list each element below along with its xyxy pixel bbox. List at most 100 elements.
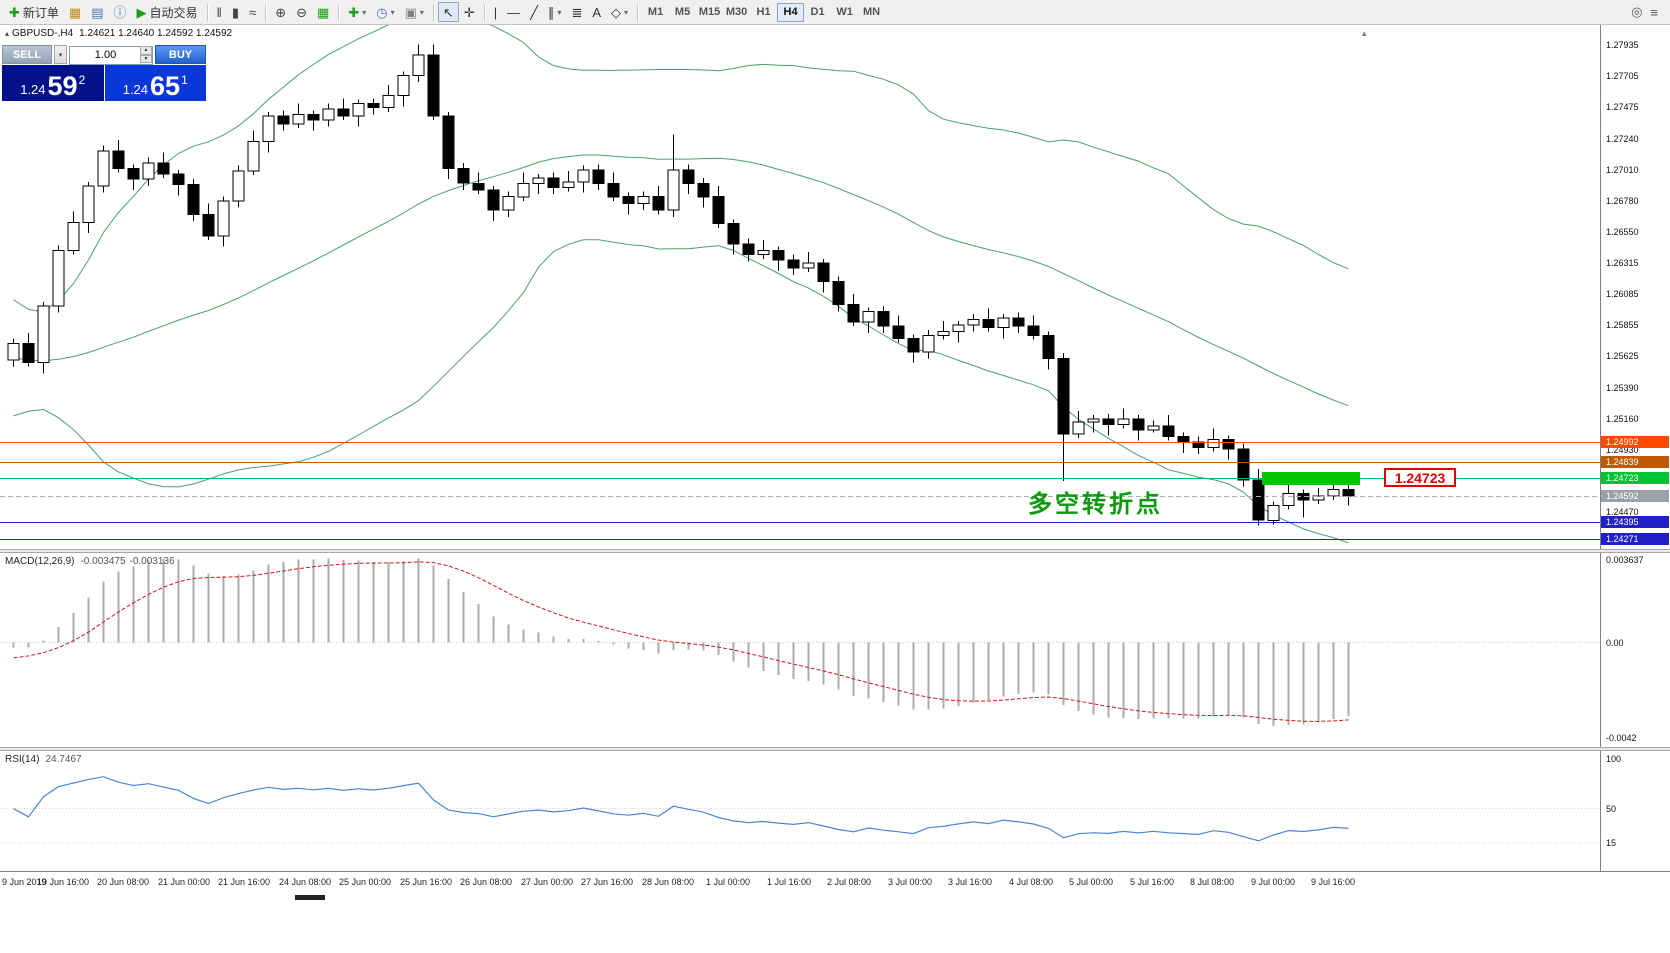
volume-input[interactable] [69,45,153,65]
volume-down-button[interactable]: ▼ [140,54,152,63]
market-watch-button[interactable]: ▤ [86,2,108,22]
price-level-label[interactable]: 1.24723 [1384,468,1456,487]
search-symbols-icon[interactable]: ◎ [1631,4,1643,19]
rsi-label: RSI(14) 24.7467 [5,754,82,765]
time-axis-label: 26 Jun 08:00 [459,877,513,887]
autotrading-button[interactable]: ▶ 自动交易 [132,2,203,22]
toolbar-separator [206,3,208,21]
charts-button[interactable]: ▦ [64,2,86,22]
macd-title: MACD(12,26,9) [5,556,75,567]
scroll-marker-icon[interactable]: ▴ [1362,28,1367,38]
timeframe-m1-button[interactable]: M1 [642,3,669,22]
macd-chart-svg[interactable] [0,553,1600,747]
bar-chart-button[interactable]: ‖ [212,2,227,22]
time-axis-label: 21 Jun 16:00 [217,877,271,887]
horizontal-scrollbar-thumb[interactable] [295,895,325,900]
timeframe-d1-button[interactable]: D1 [804,3,831,22]
vertical-line-button[interactable]: | [489,2,502,22]
crosshair-button[interactable]: ✛ [459,2,480,22]
candlestick-chart-button[interactable]: ▮ [227,2,244,22]
timeframe-m15-button[interactable]: M15 [696,3,723,22]
quick-menu-icon[interactable]: ≡ [1650,4,1658,20]
horizontal-line-button[interactable]: — [502,2,525,22]
price-axis-label: 1.26085 [1606,289,1639,299]
price-axis[interactable]: 1.27935 1.27705 1.27475 1.27240 1.27010 1.267… [1600,25,1670,549]
rsi-chart-svg[interactable] [0,751,1600,871]
time-axis-label: 20 Jun 08:00 [96,877,150,887]
toolbar-separator [338,3,340,21]
fibonacci-button[interactable]: ≣ [566,2,587,22]
indicators-button[interactable]: ✚ ▾ [343,2,371,22]
price-axis-label: 1.25390 [1606,383,1639,393]
time-axis-label: 25 Jun 00:00 [338,877,392,887]
sell-price-panel[interactable]: 1.24 59 2 [2,65,104,101]
cursor-button[interactable]: ↖ [437,2,459,22]
time-axis-label: 24 Jun 08:00 [278,877,332,887]
main-toolbar: ✚ 新订单 ▦ ▤ ⓘ ▶ 自动交易 ‖ ▮ ≈ ⊕ ⊖ ▦ ✚ ▾ ◷ ▾ ▣ ▾ ↖ ✛ | — ╱ ∥ ▾ ≣ A ◇ ▾ M1 M5 M… [0,0,1670,25]
time-axis-label: 3 Jul 00:00 [887,877,933,887]
price-axis-badge: 1.24592 [1601,490,1669,502]
new-order-icon: ✚ [9,4,20,20]
time-axis-label: 3 Jul 16:00 [947,877,993,887]
bottom-scroll-area [0,892,1670,953]
symbol-marker-icon: ▴ [5,29,10,38]
zoom-in-icon: ⊕ [275,4,287,20]
zoom-out-button[interactable]: ⊖ [291,2,312,22]
volume-up-button[interactable]: ▲ [140,46,152,55]
buy-price-panel[interactable]: 1.24 65 1 [104,65,206,101]
time-axis-label: 5 Jul 16:00 [1129,877,1175,887]
rsi-panel[interactable]: RSI(14) 24.7467 [0,751,1600,871]
volume-preset-dropdown[interactable]: ▾ [54,45,67,64]
macd-axis-label: 0.003637 [1606,555,1644,565]
panel-splitter[interactable] [0,549,1670,553]
price-axis-badge: 1.24723 [1601,472,1669,484]
timeframe-m30-button[interactable]: M30 [723,3,750,22]
price-axis-label: 1.26780 [1606,196,1639,206]
crosshair-icon: ✛ [463,4,475,20]
timeframe-w1-button[interactable]: W1 [831,3,858,22]
periods-button[interactable]: ◷ ▾ [371,2,399,22]
time-axis-label: 9 Jul 16:00 [1310,877,1356,887]
buy-button[interactable]: BUY [155,45,206,64]
sell-price-prefix: 1.24 [20,82,46,98]
channel-button[interactable]: ∥ ▾ [543,2,567,22]
time-axis-label: 5 Jul 00:00 [1068,877,1114,887]
toolbar-separator [637,3,639,21]
templates-button[interactable]: ▣ ▾ [400,2,429,22]
candlestick-chart-svg[interactable] [0,25,1600,549]
line-chart-button[interactable]: ≈ [244,2,261,22]
volume-field-wrap: ▲ ▼ [69,45,153,65]
macd-signal-value: -0.003136 [129,556,175,567]
price-axis-badge: 1.24839 [1601,456,1669,468]
zoom-in-button[interactable]: ⊕ [270,2,291,22]
time-axis-label: 9 Jul 00:00 [1250,877,1296,887]
timeframe-h1-button[interactable]: H1 [750,3,777,22]
periods-icon: ◷ [376,4,388,20]
buy-price-prefix: 1.24 [122,82,149,98]
market-watch-icon: ▤ [91,4,104,20]
price-axis-badge: 1.24395 [1601,516,1669,528]
buy-price-point: 1 [181,73,188,87]
trendline-button[interactable]: ╱ [525,2,543,22]
panel-splitter[interactable] [0,747,1670,751]
macd-panel[interactable]: MACD(12,26,9) -0.003475 -0.003136 [0,553,1600,747]
new-order-button[interactable]: ✚ 新订单 [4,2,64,22]
sell-button[interactable]: SELL [2,45,52,64]
price-chart-panel[interactable]: ▴ GBPUSD-,H4 1.24621 1.24640 1.24592 1.245… [0,25,1600,549]
rsi-title: RSI(14) [5,754,40,765]
chart-annotation-text[interactable]: 多空转折点 [1028,491,1163,518]
price-axis-label: 1.27705 [1606,71,1639,81]
time-axis[interactable]: 9 Jun 2019 19 Jun 16:00 20 Jun 08:00 21 Jun… [0,871,1670,892]
time-axis-label: 9 Jun 2019 [2,877,47,887]
timeframe-mn-button[interactable]: MN [858,3,885,22]
shapes-button[interactable]: ◇ ▾ [606,2,633,22]
timeframe-m5-button[interactable]: M5 [669,3,696,22]
timeframe-h4-button[interactable]: H4 [777,2,805,22]
price-axis-label: 1.25855 [1606,320,1639,330]
navigator-button[interactable]: ⓘ [109,2,132,22]
price-axis-label: 1.26315 [1606,258,1639,268]
toolbar-separator [483,3,485,21]
tile-windows-button[interactable]: ▦ [312,2,334,22]
text-button[interactable]: A [587,2,606,22]
price-axis-badge: 1.24992 [1601,436,1669,448]
